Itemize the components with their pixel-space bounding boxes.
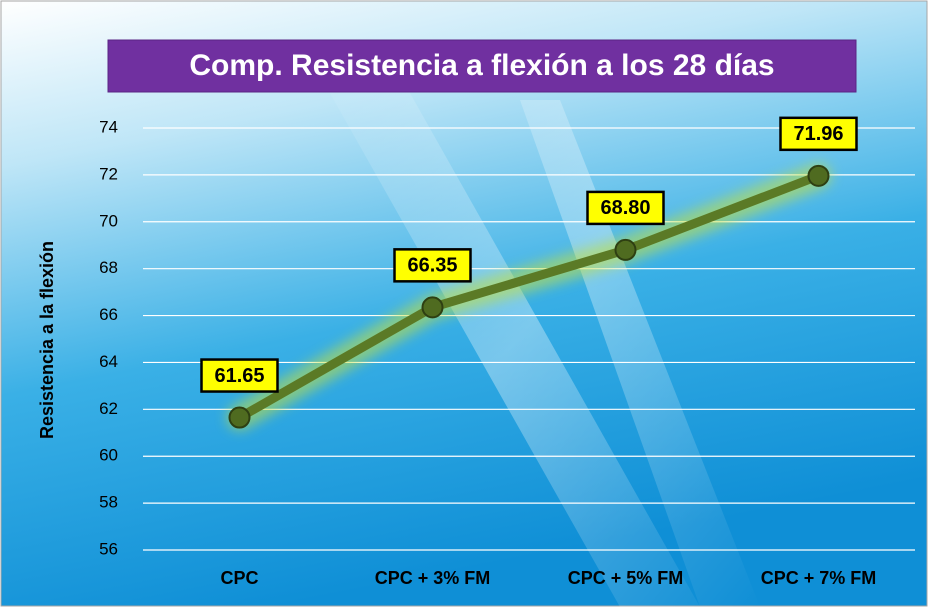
data-label-box [393,248,472,283]
marker [421,296,444,319]
data-label-box [586,190,665,226]
y-tick-label: 66 [99,305,118,324]
y-tick-label: 72 [99,164,118,183]
data-label: 66.35 [407,255,457,277]
background-streak [300,40,760,607]
y-axis-label: Resistencia a la flexión [37,241,57,439]
data-label: 61.65 [214,365,264,387]
y-tick-label: 74 [99,117,118,136]
x-tick-label: CPC + 7% FM [761,568,877,588]
y-tick-label: 64 [99,352,118,371]
y-tick-label: 56 [99,539,118,558]
x-tick-label: CPC + 5% FM [568,568,684,588]
y-tick-label: 68 [99,258,118,277]
title-box [107,39,857,93]
x-tick-label: CPC + 3% FM [375,568,491,588]
y-tick-label: 70 [99,211,118,230]
data-label: 68.80 [600,197,650,219]
x-tick-label: CPC [220,568,258,588]
data-label-box [779,116,858,152]
y-tick-label: 62 [99,399,118,418]
y-tick-label: 58 [99,493,118,512]
marker [228,406,251,429]
data-label-box [200,358,279,393]
y-tick-label: 60 [99,446,118,465]
marker [807,164,830,187]
marker [614,238,637,261]
line [237,171,821,422]
chart-title: Comp. Resistencia a flexión a los 28 día… [189,49,774,82]
data-label: 71.96 [793,123,843,145]
